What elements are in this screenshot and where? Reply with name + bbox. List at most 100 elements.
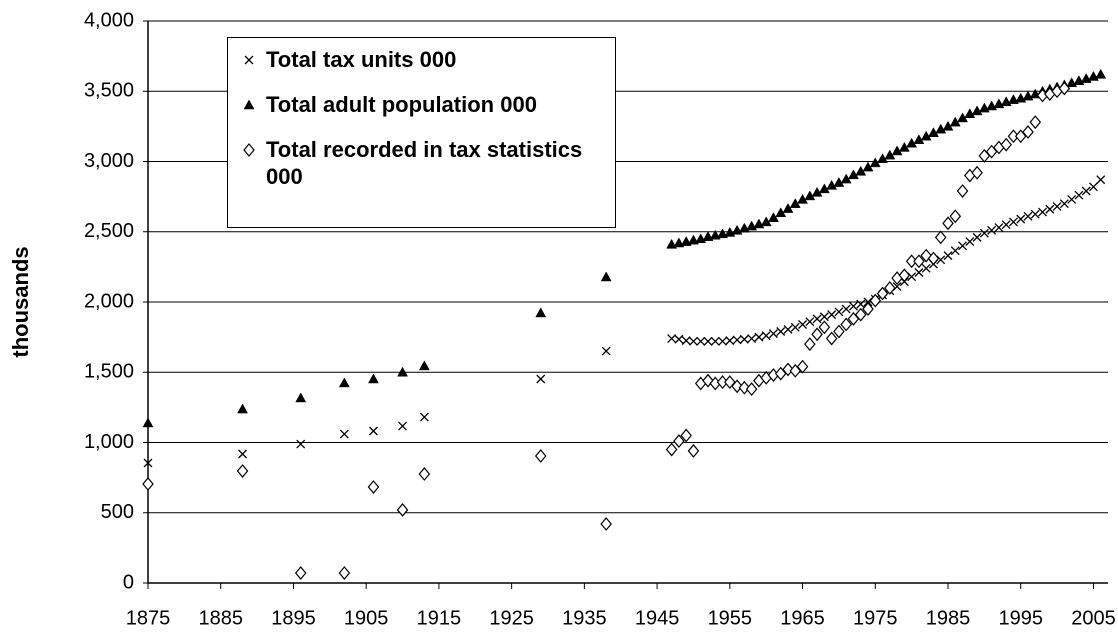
data-point	[825, 331, 838, 346]
data-point	[987, 225, 997, 235]
data-point	[847, 311, 860, 326]
data-point	[142, 477, 154, 491]
data-point	[724, 375, 736, 390]
y-tick-label: 500	[101, 501, 134, 523]
data-point	[798, 320, 808, 329]
data-point	[601, 346, 611, 356]
data-point	[687, 443, 700, 458]
data-point	[1081, 186, 1091, 196]
data-point	[804, 337, 816, 352]
data-point	[790, 322, 800, 332]
data-point	[745, 382, 758, 397]
legend-item: Total tax units 000	[238, 46, 605, 73]
data-point	[862, 302, 874, 316]
x-tick-label: 1965	[780, 607, 825, 629]
data-point	[339, 429, 349, 439]
x-tick-label: 1955	[708, 607, 753, 629]
data-point	[805, 317, 815, 327]
data-point	[876, 286, 889, 301]
data-point	[943, 251, 953, 261]
data-point	[965, 237, 975, 247]
data-point	[1088, 182, 1098, 192]
data-point	[754, 332, 764, 342]
data-point	[819, 312, 829, 322]
data-point	[1030, 209, 1040, 219]
data-point	[854, 307, 867, 322]
data-point	[768, 329, 778, 339]
data-point	[1022, 125, 1034, 139]
x-tick-label: 2005	[1071, 607, 1116, 629]
y-tick-label: 1,500	[84, 361, 134, 383]
x-tick-label: 1985	[926, 607, 971, 629]
data-point	[761, 331, 771, 341]
data-point	[1059, 199, 1069, 209]
legend-marker	[244, 55, 254, 65]
data-point	[718, 336, 728, 346]
data-point	[747, 334, 757, 343]
data-point	[710, 336, 720, 346]
data-point	[1096, 175, 1106, 185]
y-tick-label: 2,000	[84, 290, 134, 312]
data-point	[920, 248, 932, 263]
data-point	[848, 169, 859, 180]
data-point	[942, 216, 954, 231]
y-tick-label: 3,500	[84, 80, 134, 102]
legend-label: Total tax units 000	[266, 47, 457, 72]
data-point	[972, 232, 982, 242]
data-point	[367, 480, 380, 494]
data-point	[1058, 81, 1071, 96]
data-point	[840, 317, 852, 332]
x-tick-label: 1905	[344, 607, 389, 629]
y-tick-label: 4,000	[84, 9, 134, 31]
data-point	[978, 148, 991, 163]
data-point	[295, 392, 307, 403]
data-point	[1023, 211, 1033, 221]
data-point	[535, 307, 547, 318]
data-point	[950, 246, 960, 256]
data-point	[776, 327, 786, 336]
data-point	[1074, 190, 1084, 200]
legend: Total tax units 000 Total adult populatio…	[227, 37, 616, 228]
data-point	[782, 362, 794, 377]
data-point	[783, 324, 793, 334]
data-point	[985, 144, 998, 159]
x-tick-label: 1875	[126, 607, 171, 629]
data-point	[1000, 137, 1012, 152]
x-tick-label: 1975	[853, 607, 898, 629]
data-point	[696, 336, 706, 346]
legend-marker	[243, 99, 255, 110]
data-point	[680, 428, 692, 443]
y-tick-label: 2,500	[84, 220, 134, 242]
data-point	[818, 183, 830, 194]
data-point	[739, 334, 749, 344]
data-point	[782, 203, 794, 213]
data-point	[1029, 115, 1042, 130]
data-point	[1014, 129, 1027, 144]
legend-marker	[243, 143, 255, 157]
x-tick-label: 1895	[271, 607, 316, 629]
data-point	[884, 281, 896, 295]
data-point	[811, 327, 823, 342]
x-tick-label: 1925	[489, 607, 534, 629]
data-point	[419, 412, 429, 422]
data-point	[920, 130, 932, 141]
data-point	[834, 307, 844, 317]
data-point	[927, 251, 940, 266]
data-point	[396, 503, 409, 517]
data-point	[914, 268, 924, 277]
x-tick-label: 1945	[635, 607, 680, 629]
data-point	[833, 324, 845, 339]
data-point	[934, 230, 947, 245]
data-point	[994, 223, 1004, 232]
data-point	[1052, 202, 1062, 211]
data-point	[338, 566, 351, 580]
data-point	[667, 334, 677, 343]
data-point	[958, 241, 968, 251]
data-point	[971, 165, 983, 180]
data-point	[804, 190, 816, 201]
data-point	[665, 442, 678, 457]
data-point	[949, 209, 962, 224]
data-point	[956, 184, 969, 198]
data-point	[368, 426, 378, 436]
